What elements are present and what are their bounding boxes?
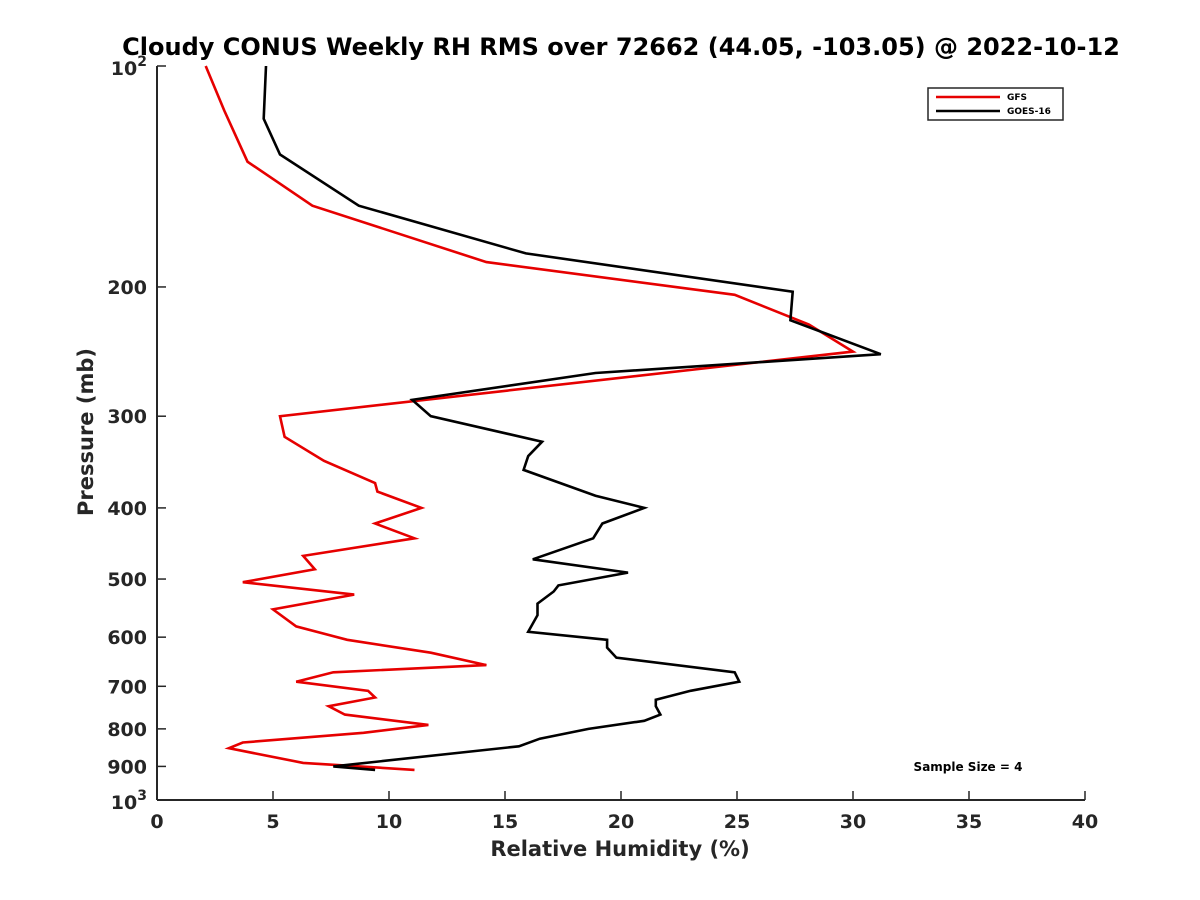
y-tick-label: 200 xyxy=(107,277,147,299)
x-tick-label: 30 xyxy=(840,811,866,833)
x-tick-label: 20 xyxy=(608,811,634,833)
y-axis-label: Pressure (mb) xyxy=(74,348,98,516)
y-tick-exponent: 2 xyxy=(137,54,147,70)
x-axis-label: Relative Humidity (%) xyxy=(490,837,749,861)
x-tick-label: 25 xyxy=(724,811,750,833)
y-tick-base: 10 xyxy=(111,792,137,814)
y-tick-label: 800 xyxy=(107,719,147,741)
legend-label-goes16: GOES-16 xyxy=(1007,107,1051,117)
x-axis-ticks: 0 5 10 15 20 25 30 35 40 xyxy=(150,791,1098,833)
sample-size-annotation: Sample Size = 4 xyxy=(914,760,1023,774)
y-tick-label: 400 xyxy=(107,498,147,520)
x-tick-label: 35 xyxy=(956,811,982,833)
y-tick-label: 102 xyxy=(111,54,147,80)
y-tick-label: 700 xyxy=(107,676,147,698)
series-group xyxy=(204,65,882,772)
x-tick-label: 0 xyxy=(150,811,163,833)
y-tick-label: 900 xyxy=(107,756,147,778)
y-tick-label: 103 xyxy=(111,788,147,814)
x-tick-label: 10 xyxy=(376,811,402,833)
legend: GFS GOES-16 xyxy=(927,87,1064,121)
y-tick-label: 300 xyxy=(107,406,147,428)
y-tick-label: 600 xyxy=(107,627,147,649)
x-tick-label: 5 xyxy=(266,811,279,833)
x-tick-label: 15 xyxy=(492,811,518,833)
y-tick-exponent: 3 xyxy=(137,788,147,804)
chart-title: Cloudy CONUS Weekly RH RMS over 72662 (4… xyxy=(122,33,1120,61)
series-line-gfs xyxy=(204,65,857,772)
legend-label-gfs: GFS xyxy=(1007,93,1027,103)
legend-box xyxy=(927,87,1064,121)
y-tick-base: 10 xyxy=(111,58,137,80)
series-line-goes16 xyxy=(262,65,882,772)
y-tick-label: 500 xyxy=(107,569,147,591)
x-tick-label: 40 xyxy=(1072,811,1098,833)
